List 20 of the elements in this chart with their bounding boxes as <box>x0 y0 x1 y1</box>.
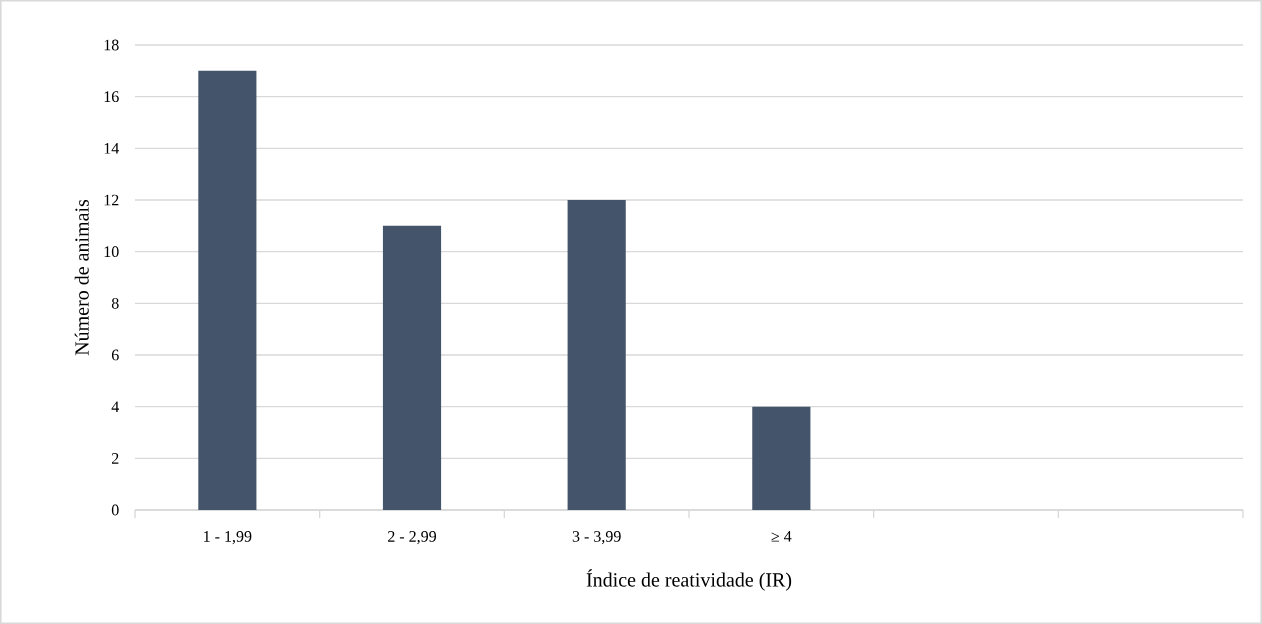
x-tick-label: 2 - 2,99 <box>388 531 437 545</box>
y-tick-label: 6 <box>111 349 119 361</box>
bar <box>382 225 442 510</box>
y-tick-label: 4 <box>111 401 120 412</box>
y-axis-title: Número de animais <box>74 199 89 356</box>
x-tick-label: 3 - 3,99 <box>572 531 621 545</box>
y-tick-label: 12 <box>104 194 119 206</box>
y-tick-label: 10 <box>104 246 119 258</box>
y-tick-label: 8 <box>111 297 119 309</box>
bar <box>567 199 626 510</box>
x-tick-label: ≥ 4 <box>771 531 792 542</box>
bar <box>198 70 257 510</box>
x-tick-label: 1 - 1,99 <box>204 531 252 545</box>
y-tick-label: 18 <box>104 39 119 51</box>
y-tick-label: 2 <box>111 453 119 464</box>
x-axis-title: Índice de reatividade (IR) <box>586 569 792 591</box>
y-tick-label: 14 <box>104 143 120 154</box>
y-tick-label: 16 <box>104 91 119 103</box>
y-tick-label: 0 <box>111 504 119 516</box>
bar <box>752 406 811 510</box>
